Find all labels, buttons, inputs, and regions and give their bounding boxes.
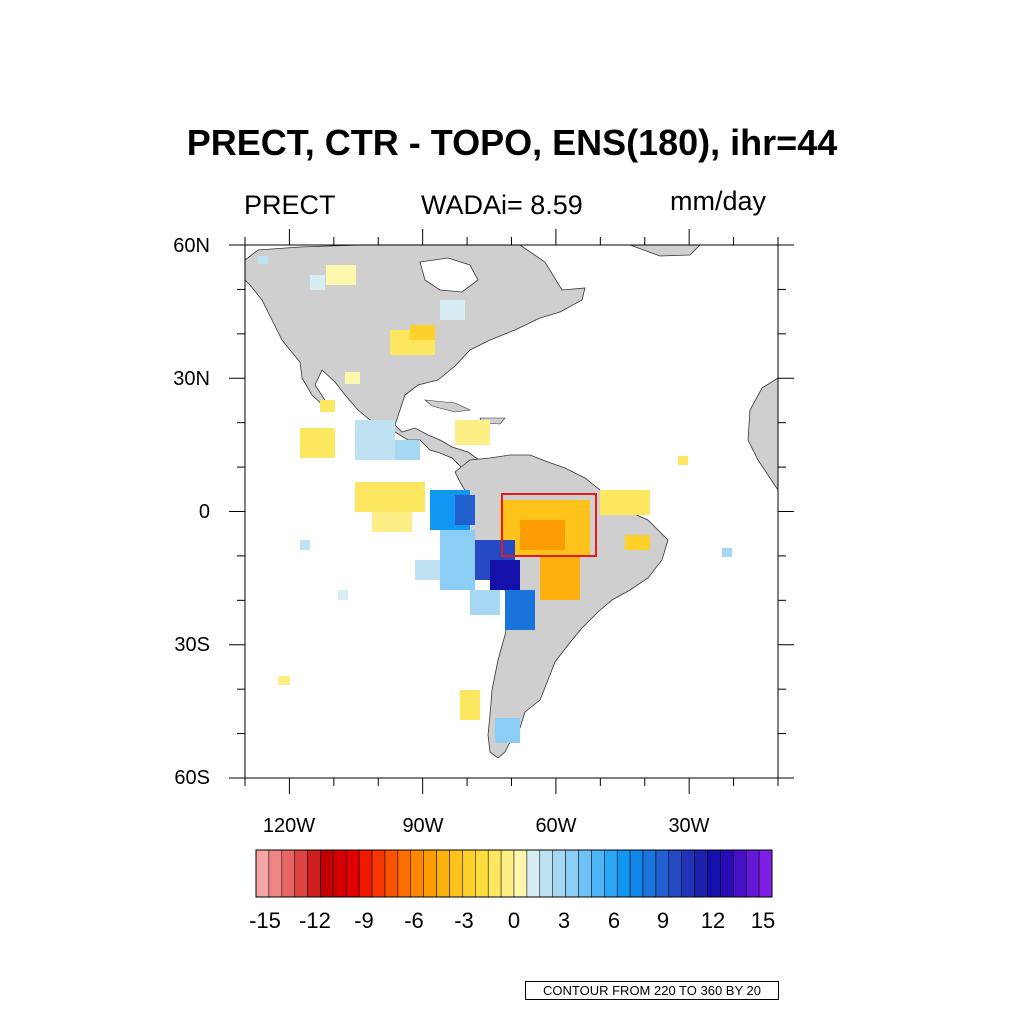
colorbar bbox=[255, 849, 773, 898]
colorbar-swatch bbox=[745, 849, 760, 898]
colorbar-swatch bbox=[668, 849, 682, 898]
colorbar-label: 9 bbox=[656, 908, 670, 933]
colorbar-swatch bbox=[720, 849, 734, 898]
map-area bbox=[245, 245, 778, 778]
colorbar-swatch bbox=[694, 849, 708, 898]
colorbar-label: -6 bbox=[404, 908, 424, 933]
colorbar-swatch bbox=[604, 849, 618, 898]
colorbar-swatch bbox=[333, 849, 347, 898]
colorbar-swatch bbox=[268, 849, 283, 898]
colorbar-label: 12 bbox=[700, 908, 726, 933]
lon-label-60w: 60W bbox=[535, 815, 577, 837]
map-frame bbox=[229, 229, 794, 794]
colorbar-label: 3 bbox=[557, 908, 571, 933]
lat-label-30n: 30N bbox=[173, 368, 210, 390]
lat-label-eq: 0 bbox=[198, 501, 210, 523]
colorbar-swatch bbox=[758, 849, 773, 898]
colorbar-label: 0 bbox=[507, 908, 521, 933]
colorbar-swatch bbox=[526, 849, 541, 898]
units-string: mm/day bbox=[670, 186, 767, 216]
colorbar-swatch bbox=[707, 849, 721, 898]
colorbar-swatch bbox=[397, 849, 412, 898]
greenland-land bbox=[629, 245, 701, 257]
colorbar-swatch bbox=[642, 849, 657, 898]
colorbar-frame bbox=[255, 849, 773, 898]
colorbar-swatch bbox=[281, 849, 295, 898]
africa-land bbox=[747, 377, 778, 491]
precip-positive-patches bbox=[258, 256, 732, 743]
contour-info-box: CONTOUR FROM 220 TO 360 BY 20 bbox=[525, 981, 779, 1000]
colorbar-swatch bbox=[655, 849, 670, 898]
colorbar-swatch bbox=[733, 849, 747, 898]
colorbar-swatch bbox=[384, 849, 399, 898]
colorbar-label: -9 bbox=[354, 908, 374, 933]
lat-label-60n: 60N bbox=[173, 235, 210, 257]
colorbar-swatch bbox=[436, 849, 450, 898]
colorbar-swatch bbox=[591, 849, 605, 898]
colorbar-label: 6 bbox=[607, 908, 621, 933]
colorbar-swatch bbox=[346, 849, 360, 898]
colorbar-swatch bbox=[539, 849, 553, 898]
colorbar-swatch bbox=[487, 849, 502, 898]
colorbar-swatch bbox=[475, 849, 489, 898]
hudson-bay bbox=[419, 257, 479, 293]
colorbar-swatch bbox=[371, 849, 386, 898]
colorbar-swatch bbox=[320, 849, 334, 898]
colorbar-swatch bbox=[449, 849, 463, 898]
colorbar-swatch bbox=[578, 849, 592, 898]
center-string: WADAi= 8.59 bbox=[421, 190, 583, 220]
lat-label-30s: 30S bbox=[174, 634, 210, 656]
colorbar-swatch bbox=[565, 849, 579, 898]
colorbar-swatch bbox=[294, 849, 308, 898]
lon-label-90w: 90W bbox=[402, 815, 444, 837]
plot-title: PRECT, CTR - TOPO, ENS(180), ihr=44 bbox=[186, 122, 838, 163]
colorbar-swatch bbox=[358, 849, 373, 898]
colorbar-swatch bbox=[255, 849, 270, 898]
colorbar-label: -12 bbox=[299, 908, 331, 933]
colorbar-swatch bbox=[410, 849, 424, 898]
colorbar-label: -15 bbox=[249, 908, 281, 933]
lon-label-30w: 30W bbox=[668, 815, 710, 837]
lat-label-60s: 60S bbox=[174, 767, 210, 789]
lon-label-120w: 120W bbox=[262, 815, 316, 837]
left-string: PRECT bbox=[244, 190, 336, 220]
colorbar-swatch bbox=[513, 849, 528, 898]
colorbar-swatch bbox=[462, 849, 476, 898]
precip-negative-patches bbox=[278, 265, 688, 720]
analysis-box bbox=[501, 493, 597, 557]
colorbar-swatch bbox=[423, 849, 437, 898]
cuba-land bbox=[424, 399, 472, 413]
colorbar-swatch bbox=[629, 849, 644, 898]
colorbar-label: 15 bbox=[750, 908, 776, 933]
colorbar-swatch bbox=[500, 849, 515, 898]
colorbar-swatch bbox=[552, 849, 566, 898]
colorbar-swatch bbox=[616, 849, 631, 898]
colorbar-label: -3 bbox=[454, 908, 474, 933]
colorbar-swatch bbox=[681, 849, 695, 898]
colorbar-swatch bbox=[307, 849, 321, 898]
